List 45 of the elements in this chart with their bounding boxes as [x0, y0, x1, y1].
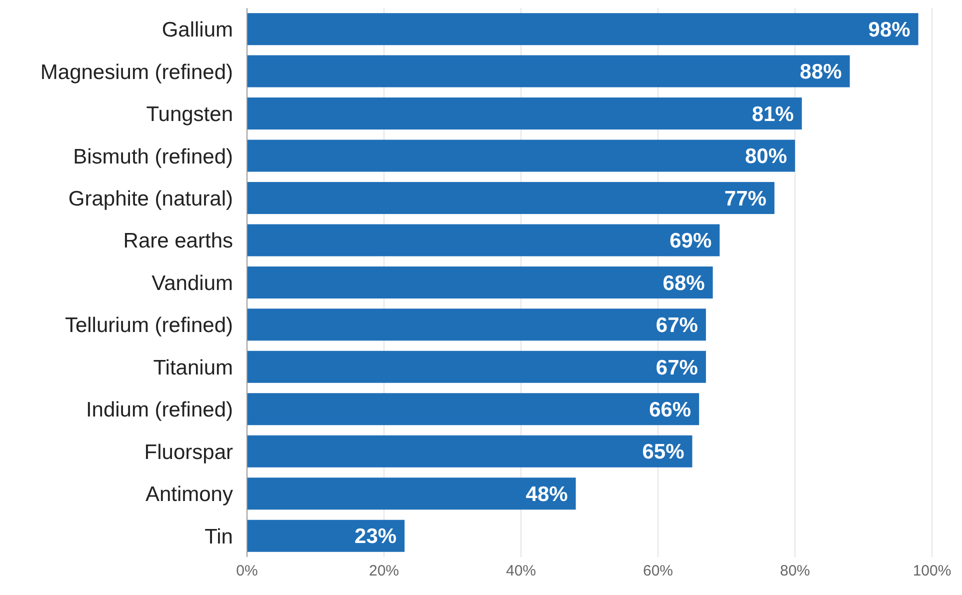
bar	[247, 13, 918, 46]
data-label: 67%	[656, 314, 698, 338]
y-tick-label: Gallium	[162, 18, 233, 42]
bar	[247, 308, 706, 341]
bar	[247, 478, 576, 510]
data-label: 23%	[354, 525, 397, 548]
y-tick-label: Tungsten	[146, 103, 233, 126]
x-tick-label: 40%	[506, 562, 536, 580]
y-tick-label: Rare earths	[123, 230, 233, 253]
data-label: 80%	[744, 145, 788, 168]
bar	[247, 98, 802, 130]
bar	[247, 435, 692, 468]
data-label: 67%	[656, 356, 698, 380]
x-tick-label: 80%	[780, 562, 810, 580]
y-tick-label: Indium (refined)	[86, 398, 233, 422]
x-tick-label: 100%	[912, 562, 952, 580]
y-tick-label: Fluorspar	[144, 440, 233, 464]
bar	[247, 393, 700, 426]
data-label: 81%	[752, 102, 794, 126]
bar	[247, 140, 795, 172]
y-tick-label: Antimony	[145, 483, 234, 506]
bar	[247, 520, 405, 552]
y-tick-label: Graphite (natural)	[68, 187, 233, 210]
bar	[247, 266, 713, 298]
bar	[247, 224, 720, 256]
data-label: 88%	[800, 60, 842, 84]
x-tick-label: 20%	[368, 562, 400, 580]
data-label: 69%	[670, 230, 712, 253]
y-tick-label: Bismuth (refined)	[73, 145, 233, 168]
y-tick-label: Vandium	[152, 272, 233, 295]
data-label: 77%	[724, 187, 767, 210]
y-tick-label: Tellurium (refined)	[64, 314, 233, 338]
bar	[247, 182, 774, 214]
bar	[247, 350, 706, 383]
y-tick-label: Magnesium (refined)	[40, 60, 233, 84]
data-label: 65%	[642, 440, 685, 464]
data-label: 48%	[526, 482, 568, 506]
data-label: 98%	[868, 18, 911, 42]
data-label: 68%	[662, 272, 706, 295]
bar	[247, 55, 850, 88]
y-tick-label: Tin	[204, 525, 233, 548]
x-tick-label: 60%	[642, 562, 674, 580]
x-tick-label: 0%	[236, 562, 258, 580]
y-tick-label: Titanium	[153, 356, 233, 380]
data-label: 66%	[649, 398, 692, 422]
